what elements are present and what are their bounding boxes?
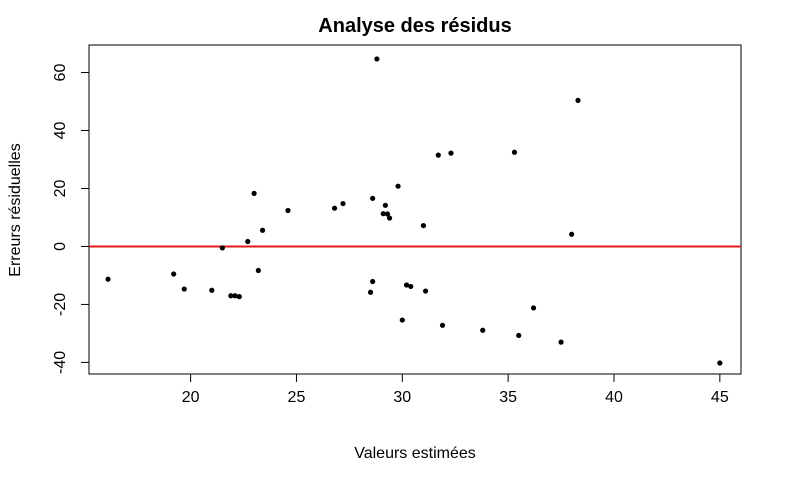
data-point <box>408 283 414 290</box>
x-tick-label: 35 <box>499 389 517 406</box>
data-point <box>569 231 575 237</box>
data-point <box>558 339 564 345</box>
data-point <box>171 271 177 277</box>
data-point <box>511 149 518 155</box>
data-point <box>717 360 723 366</box>
y-tick-label: -20 <box>52 293 69 316</box>
data-point <box>255 267 261 274</box>
data-point <box>245 238 251 245</box>
data-point <box>209 287 215 293</box>
y-tick-label: -40 <box>52 351 69 374</box>
residual-points <box>105 56 723 366</box>
x-tick-label: 25 <box>288 389 306 406</box>
x-axis: 20 25 30 35 40 45 <box>182 373 729 406</box>
plot-frame <box>88 44 742 375</box>
data-point <box>232 293 238 299</box>
y-axis: -40 -20 0 20 40 60 <box>52 64 90 374</box>
data-point <box>370 278 376 285</box>
data-point <box>448 150 454 156</box>
data-point <box>420 222 427 229</box>
data-point <box>403 282 410 288</box>
data-point <box>370 195 376 201</box>
data-point <box>259 227 266 233</box>
data-point <box>516 332 522 339</box>
x-tick-label: 45 <box>711 389 729 406</box>
data-point <box>181 286 187 292</box>
data-point <box>399 317 405 323</box>
data-point <box>382 202 388 208</box>
data-point <box>331 205 338 211</box>
data-point <box>374 56 380 62</box>
data-point <box>395 183 401 189</box>
data-point <box>228 293 234 299</box>
data-point <box>480 327 486 333</box>
chart-title: Analyse des résidus <box>318 15 511 37</box>
data-point <box>380 211 386 217</box>
data-point <box>439 322 446 328</box>
data-point <box>386 215 393 221</box>
data-point <box>251 190 257 197</box>
x-axis-label: Valeurs estimées <box>354 445 476 462</box>
y-tick-label: 60 <box>52 64 69 82</box>
data-point <box>530 305 537 311</box>
data-point <box>384 211 391 217</box>
x-tick-label: 40 <box>605 389 623 406</box>
data-point <box>422 288 429 294</box>
data-point <box>219 245 225 251</box>
data-point <box>435 152 441 158</box>
data-point <box>236 294 242 300</box>
y-tick-label: 20 <box>52 179 69 197</box>
data-point <box>575 97 581 103</box>
y-tick-label: 0 <box>52 242 69 251</box>
data-point <box>105 276 111 282</box>
x-tick-label: 20 <box>182 389 200 406</box>
data-point <box>340 200 346 207</box>
data-point <box>367 289 374 295</box>
data-point <box>285 207 291 214</box>
y-axis-label: Erreurs résiduelles <box>7 143 24 276</box>
y-tick-label: 40 <box>52 122 69 140</box>
x-tick-label: 30 <box>393 389 411 406</box>
